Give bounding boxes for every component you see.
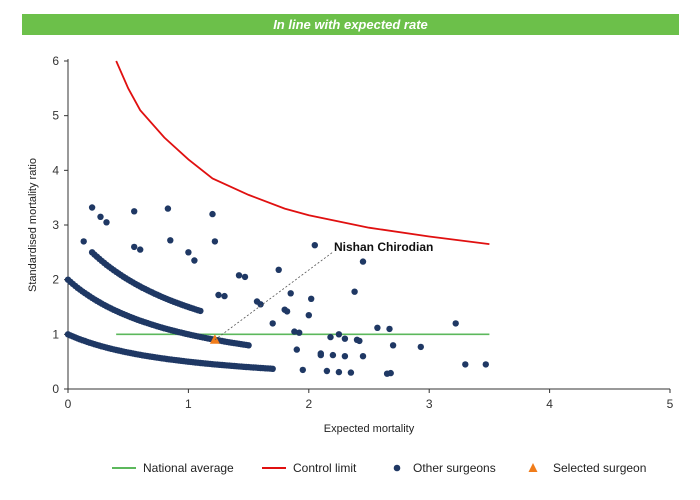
other-surgeon-point <box>299 366 306 374</box>
other-surgeon-point <box>137 246 144 253</box>
other-surgeon-point <box>269 320 276 327</box>
other-surgeon-point <box>88 204 96 211</box>
y-tick-label: 4 <box>52 163 59 177</box>
y-tick-label: 1 <box>52 327 59 341</box>
other-surgeon-point <box>335 368 343 376</box>
other-surgeon-point <box>462 361 469 368</box>
other-surgeon-point <box>241 273 249 281</box>
other-surgeon-point <box>283 308 291 315</box>
other-surgeon-point <box>323 367 331 375</box>
other-surgeon-point <box>296 329 303 336</box>
other-surgeon-point <box>221 292 228 300</box>
other-surgeon-point <box>269 365 276 372</box>
other-surgeon-point <box>341 353 349 360</box>
annotation-layer: Nishan Chirodian <box>214 240 433 341</box>
other-surgeon-point <box>131 243 138 251</box>
other-surgeon-point <box>235 272 243 279</box>
other-surgeon-point <box>386 325 393 333</box>
legend-selected-surgeon-label: Selected surgeon <box>553 461 646 475</box>
other-surgeon-point <box>209 210 216 218</box>
legend-other-surgeons-label: Other surgeons <box>413 461 496 475</box>
other-surgeon-point <box>389 342 397 349</box>
y-tick-label: 2 <box>52 273 59 287</box>
y-tick-label: 5 <box>52 109 59 123</box>
y-tick-label: 6 <box>52 54 59 68</box>
other-surgeon-point <box>191 257 198 264</box>
plot-area <box>64 60 490 377</box>
x-tick-label: 3 <box>426 397 433 411</box>
x-tick-label: 0 <box>65 397 72 411</box>
other-surgeon-point <box>275 266 282 273</box>
other-surgeon-point <box>131 208 138 215</box>
control-limit-line <box>115 60 490 245</box>
other-surgeon-point <box>387 369 394 377</box>
other-surgeon-point <box>452 320 459 327</box>
other-surgeon-point <box>257 301 264 308</box>
callout-leader-line <box>214 251 334 341</box>
other-surgeon-point <box>293 346 300 353</box>
other-surgeon-point <box>317 351 324 359</box>
legend: National average Control limit Other sur… <box>112 461 646 475</box>
annotation-label: Nishan Chirodian <box>334 240 433 254</box>
x-tick-label: 2 <box>305 397 312 411</box>
x-tick-label: 4 <box>546 397 553 411</box>
legend-other-surgeons-swatch <box>393 464 401 472</box>
other-surgeon-point <box>164 205 172 212</box>
other-surgeon-point <box>327 333 334 341</box>
y-axis-title: Standardised mortality ratio <box>27 158 39 292</box>
other-surgeon-point <box>311 242 318 249</box>
other-surgeon-point <box>359 353 367 360</box>
other-surgeon-point <box>308 295 315 302</box>
other-surgeon-point <box>417 343 424 351</box>
y-tick-label: 0 <box>52 382 59 396</box>
x-tick-label: 5 <box>667 397 674 411</box>
legend-control-limit-label: Control limit <box>293 461 357 475</box>
other-surgeon-point <box>347 369 355 376</box>
other-surgeon-point <box>167 237 174 244</box>
other-surgeon-point <box>287 290 294 297</box>
other-surgeon-point <box>215 291 222 299</box>
other-surgeon-point <box>353 336 361 343</box>
other-surgeon-point <box>482 361 489 368</box>
other-surgeon-point <box>245 342 252 349</box>
other-surgeon-point <box>80 238 87 245</box>
chart-title-banner: In line with expected rate <box>22 14 679 35</box>
other-surgeon-point <box>351 288 358 295</box>
other-surgeon-point <box>359 258 367 265</box>
legend-national-average-label: National average <box>143 461 234 475</box>
x-tick-label: 1 <box>185 397 192 411</box>
other-surgeon-point <box>211 238 219 245</box>
other-surgeon-point <box>103 219 110 226</box>
other-surgeon-point <box>374 324 381 331</box>
other-surgeon-point <box>185 249 192 256</box>
other-surgeon-point <box>97 213 104 220</box>
y-tick-label: 3 <box>52 218 59 232</box>
other-surgeon-point <box>329 351 337 359</box>
x-axis-title: Expected mortality <box>324 423 415 435</box>
other-surgeon-point <box>291 328 298 335</box>
other-surgeon-point <box>197 307 204 315</box>
selected-surgeon-marker <box>209 334 220 344</box>
legend-selected-surgeon-swatch <box>528 463 538 472</box>
other-surgeon-point <box>305 312 312 319</box>
other-surgeon-point <box>341 335 349 342</box>
other-surgeon-point <box>335 331 343 338</box>
